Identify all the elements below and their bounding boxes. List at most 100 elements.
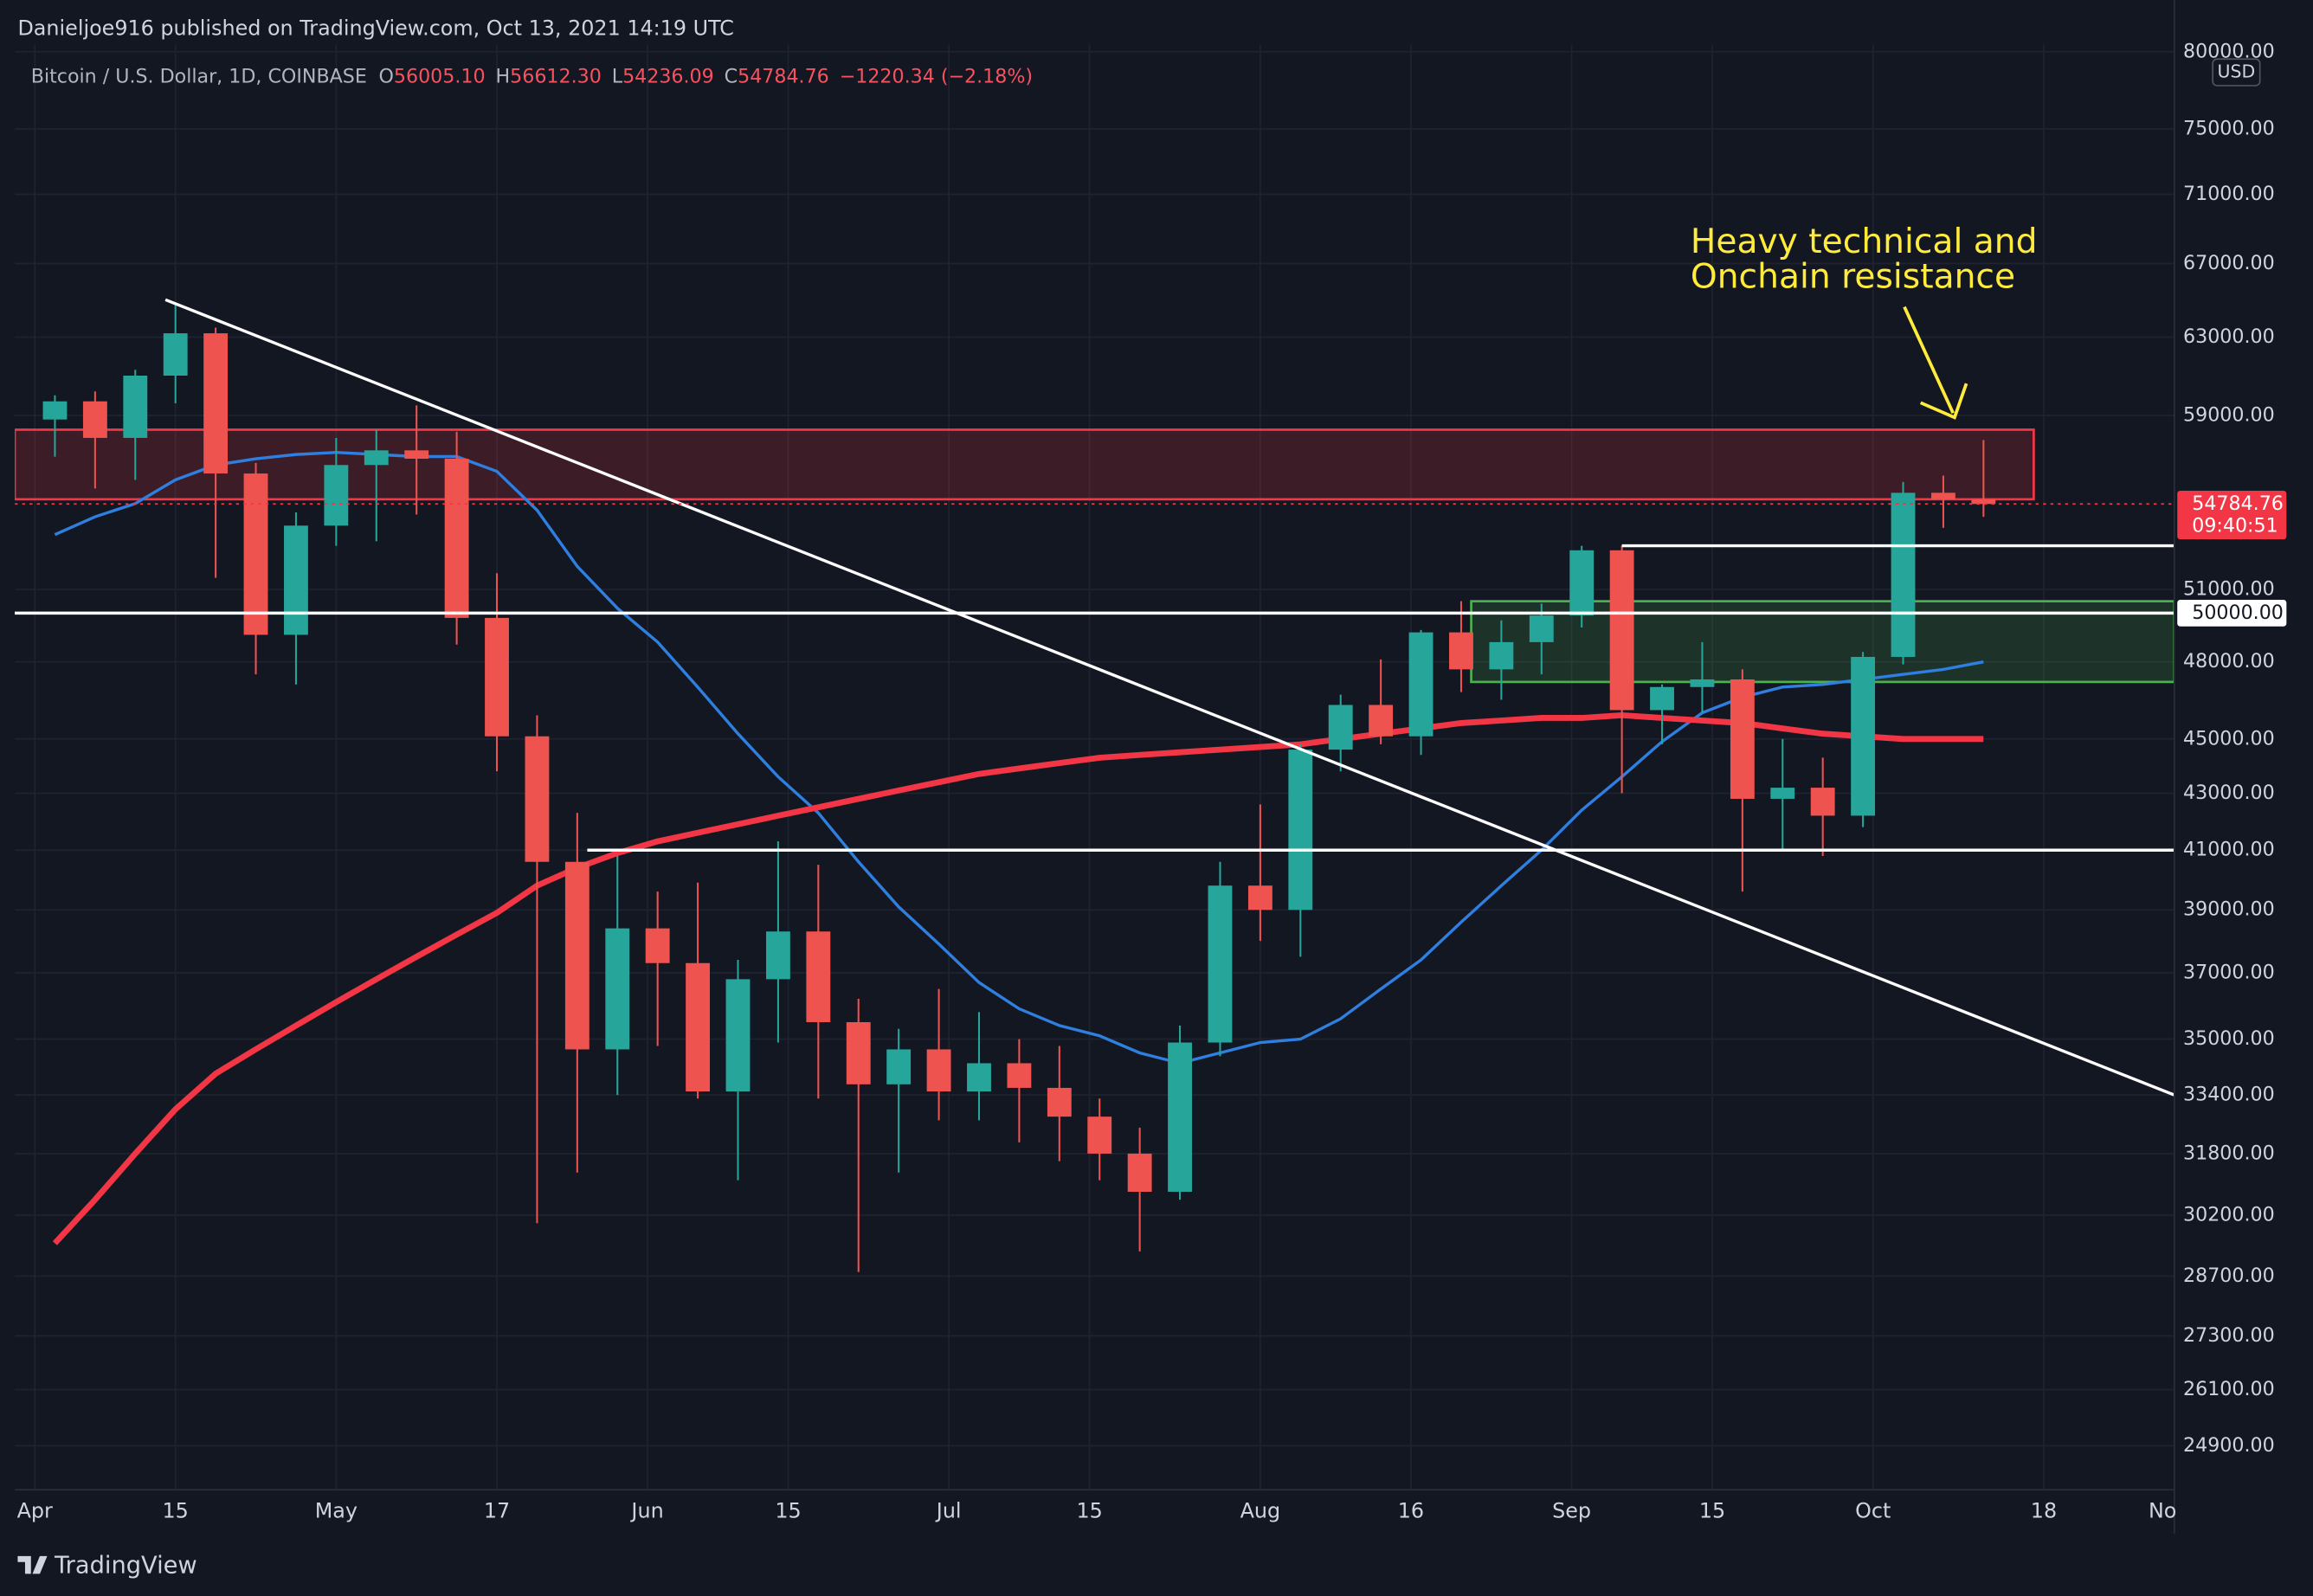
candle-body	[243, 473, 268, 635]
candle-body	[1569, 550, 1595, 616]
last-price-tag	[2177, 490, 2287, 540]
currency-box	[2212, 58, 2261, 87]
y-tick-label: 31800.00	[2183, 1142, 2275, 1164]
candle-body	[1770, 788, 1795, 799]
zones	[15, 428, 2174, 684]
candle-body	[765, 931, 790, 980]
x-tick-label: Aug	[1240, 1498, 1281, 1522]
candle-body	[1007, 1063, 1032, 1088]
candle-body	[564, 861, 590, 1050]
ohlc-value: 54236.09	[622, 65, 714, 87]
ohlc-key: O	[378, 65, 393, 87]
y-tick-label: 30200.00	[2183, 1204, 2275, 1226]
candle-body	[1408, 632, 1434, 737]
x-tick-label: Apr	[17, 1498, 53, 1522]
level-tag-label: 50000.00	[2192, 602, 2284, 624]
candle-body	[806, 931, 831, 1022]
candle-body	[886, 1049, 912, 1084]
x-tick-label: Jul	[935, 1498, 962, 1522]
symbol-title: Bitcoin / U.S. Dollar, 1D, COINBASE	[31, 65, 367, 87]
candle-body	[324, 465, 349, 526]
candle-body	[485, 617, 509, 737]
candle-body	[1851, 656, 1876, 816]
candle-body	[1730, 679, 1755, 799]
y-tick-label: 67000.00	[2183, 252, 2275, 274]
ohlc-change: −1220.34 (−2.18%)	[840, 65, 1033, 87]
y-tick-label: 48000.00	[2183, 650, 2275, 673]
candle-body	[725, 979, 751, 1092]
y-tick-label: 75000.00	[2183, 117, 2275, 139]
candle-body	[1529, 615, 1554, 642]
level-tag	[2177, 600, 2287, 627]
currency: USD	[2218, 61, 2256, 82]
x-tick-label: 15	[1699, 1498, 1725, 1522]
y-tick-label: 35000.00	[2183, 1027, 2275, 1050]
axes: 80000.0075000.0071000.0067000.0063000.00…	[17, 40, 2287, 1522]
ohlc-value: 56005.10	[394, 65, 486, 87]
countdown: 09:40:51	[2192, 514, 2278, 537]
candle-body	[82, 401, 107, 438]
y-tick-label: 63000.00	[2183, 325, 2275, 348]
brand: TradingView	[54, 1552, 197, 1579]
candle-body	[404, 450, 429, 459]
y-tick-label: 71000.00	[2183, 183, 2275, 205]
candle-body	[1328, 705, 1353, 750]
last-price-label: 54784.76	[2192, 492, 2284, 515]
x-tick-label: 15	[775, 1498, 801, 1522]
x-tick-label: 15	[1076, 1498, 1102, 1522]
y-tick-label: 33400.00	[2183, 1084, 2275, 1106]
candle-body	[1971, 499, 1996, 505]
candle-body	[1247, 885, 1272, 911]
footer-logo: TradingView	[17, 1552, 197, 1579]
ohlc-key: H	[495, 65, 510, 87]
candle-body	[846, 1021, 871, 1084]
candle-body	[1489, 641, 1514, 670]
drawings	[15, 298, 2174, 1097]
x-tick-label: Jun	[629, 1498, 663, 1522]
candle-body	[1168, 1042, 1192, 1192]
candle-body	[1931, 492, 1955, 499]
candle-body	[1369, 705, 1394, 737]
annotation: Onchain resistance	[1691, 258, 2015, 297]
ohlc-key: L	[612, 65, 623, 87]
candle-body	[1449, 632, 1473, 670]
x-tick-label: 16	[1398, 1498, 1424, 1522]
candle-body	[1891, 492, 1916, 657]
candle-body	[686, 962, 711, 1092]
candle-body	[163, 333, 188, 376]
candle-body	[284, 525, 308, 635]
symbol-legend: Bitcoin / U.S. Dollar, 1D, COINBASE O5600…	[31, 65, 1033, 87]
candle-body	[1810, 788, 1835, 816]
y-tick-label: 37000.00	[2183, 961, 2275, 983]
ohlc-value: 56612.30	[510, 65, 602, 87]
x-tick-label: Oct	[1855, 1498, 1891, 1522]
candle-body	[1690, 679, 1715, 687]
x-tick-label: No	[2149, 1498, 2176, 1522]
candle-body	[605, 928, 630, 1050]
x-tick-label: May	[315, 1498, 358, 1522]
publisher: Danieljoe916 published on TradingView.co…	[17, 16, 733, 41]
trendline	[164, 298, 2174, 1097]
candle-body	[1127, 1153, 1152, 1192]
candle-body	[42, 401, 68, 420]
candle-body	[1609, 550, 1634, 711]
candle-body	[1047, 1087, 1072, 1117]
candle-body	[1288, 750, 1313, 911]
candle-body	[1650, 686, 1674, 711]
y-tick-label: 43000.00	[2183, 782, 2275, 804]
y-tick-label: 28700.00	[2183, 1265, 2275, 1287]
y-tick-label: 39000.00	[2183, 898, 2275, 921]
y-tick-label: 45000.00	[2183, 727, 2275, 750]
candle-body	[1087, 1117, 1112, 1154]
y-tick-label: 26100.00	[2183, 1378, 2275, 1400]
y-tick-label: 24900.00	[2183, 1434, 2275, 1457]
x-tick-label: 17	[484, 1498, 510, 1522]
candle-body	[203, 333, 229, 474]
y-tick-label: 59000.00	[2183, 403, 2275, 426]
candle-body	[926, 1049, 951, 1092]
candle-body	[525, 736, 550, 862]
annotation-arrow	[1903, 306, 1968, 420]
candle-body	[645, 928, 670, 963]
y-tick-label: 41000.00	[2183, 839, 2275, 861]
